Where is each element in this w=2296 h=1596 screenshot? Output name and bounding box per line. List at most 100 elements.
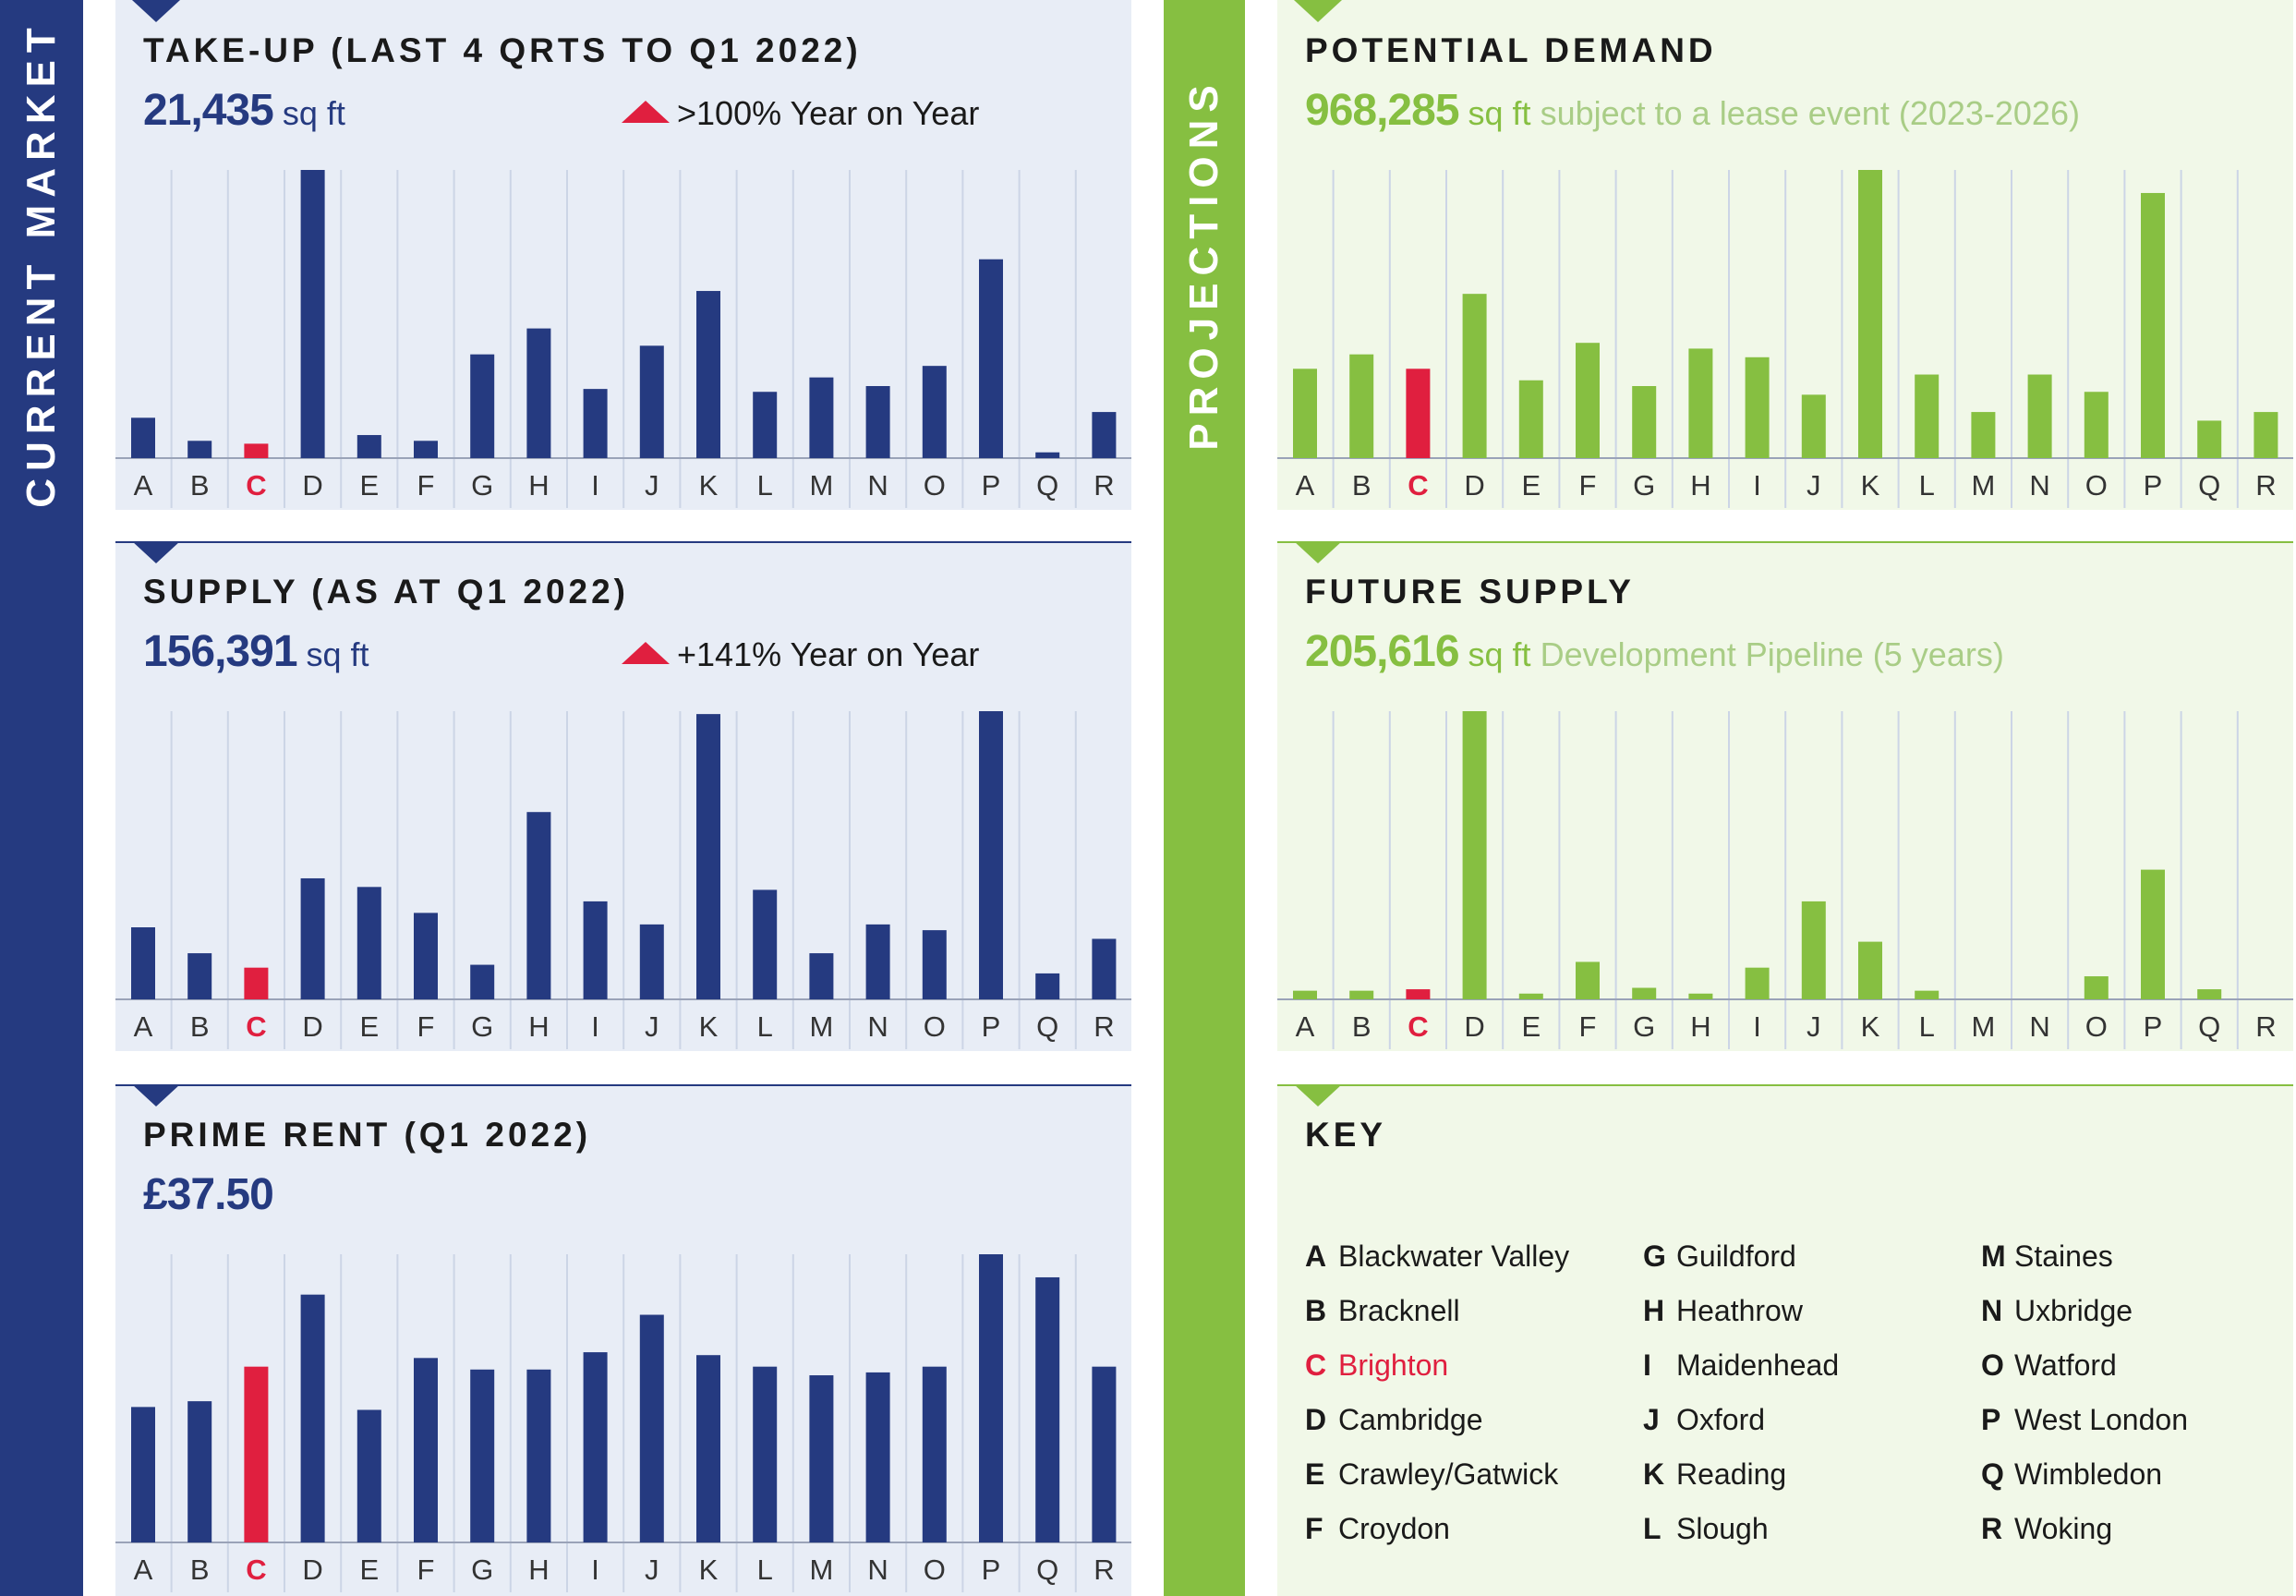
takeup-change-text: >100% Year on Year — [677, 94, 980, 132]
tick-label-e: E — [359, 469, 379, 502]
bar-b — [1349, 354, 1374, 458]
rent-chart: A B C D E F G H I J K L M N O P Q R — [115, 1254, 1131, 1592]
bar-f — [414, 913, 438, 999]
key-name: Watford — [2014, 1348, 2117, 1382]
tick-label-m: M — [809, 1010, 833, 1043]
current-market-band: CURRENT MARKET — [0, 0, 83, 1596]
future-headline: 205,616 sq ft Development Pipeline (5 ye… — [1305, 626, 2004, 677]
key-letter: N — [1981, 1294, 2003, 1327]
tick-label-g: G — [1633, 469, 1655, 502]
tick-label-g: G — [471, 469, 493, 502]
tick-label-b: B — [190, 1554, 210, 1586]
bar-a — [1293, 990, 1317, 999]
key-name: Guildford — [1676, 1239, 1796, 1273]
bar-d — [300, 877, 325, 999]
bar-c — [244, 443, 269, 458]
bar-p — [979, 259, 1003, 458]
tick-label-c: C — [246, 1010, 266, 1043]
tick-label-i: I — [591, 1554, 599, 1586]
key-name: Oxford — [1676, 1403, 1766, 1436]
bar-h — [1688, 348, 1713, 458]
key-name: Reading — [1676, 1457, 1787, 1491]
tick-label-b: B — [190, 469, 210, 502]
bar-a — [131, 927, 155, 999]
future-value: 205,616 — [1305, 627, 1460, 676]
bar-r — [1092, 412, 1117, 458]
key-letter: O — [1981, 1348, 2004, 1382]
bar-q — [1035, 1276, 1060, 1542]
tick-label-p: P — [982, 469, 1001, 502]
supply-headline: 156,391 sq ft — [143, 626, 369, 677]
tick-label-a: A — [1296, 1010, 1315, 1043]
key-item-m: M Staines — [1981, 1239, 2113, 1274]
tick-label-q: Q — [1036, 1010, 1058, 1043]
bar-h — [1688, 993, 1713, 999]
tick-label-m: M — [1971, 1010, 1995, 1043]
tick-label-b: B — [1352, 1010, 1372, 1043]
bar-q — [2197, 420, 2222, 458]
bar-f — [414, 1358, 438, 1542]
tick-label-g: G — [1633, 1010, 1655, 1043]
tick-label-d: D — [1464, 469, 1484, 502]
tick-label-q: Q — [2198, 1010, 2220, 1043]
bar-p — [979, 1254, 1003, 1542]
key-name: Bracknell — [1338, 1294, 1460, 1327]
bar-g — [1632, 386, 1657, 458]
bar-f — [1576, 343, 1600, 458]
tick-label-i: I — [591, 1010, 599, 1043]
bar-d — [1462, 294, 1487, 458]
bar-h — [526, 812, 551, 999]
takeup-panel: TAKE-UP (LAST 4 QRTS TO Q1 2022) 21,435 … — [115, 0, 1131, 510]
tick-label-o: O — [924, 469, 946, 502]
tick-label-a: A — [134, 469, 153, 502]
future-desc: Development Pipeline (5 years) — [1540, 635, 2004, 673]
tick-label-i: I — [1753, 469, 1761, 502]
tick-label-e: E — [1521, 469, 1541, 502]
bar-c — [1406, 989, 1431, 999]
demand-value: 968,285 — [1305, 86, 1460, 135]
future-unit: sq ft — [1468, 635, 1531, 673]
key-letter: H — [1643, 1294, 1665, 1327]
key-item-i: I Maidenhead — [1643, 1348, 1839, 1383]
key-name: Blackwater Valley — [1338, 1239, 1570, 1273]
tick-label-i: I — [1753, 1010, 1761, 1043]
tick-label-l: L — [1919, 1010, 1935, 1043]
projections-label: PROJECTIONS — [1181, 78, 1227, 451]
rent-panel: PRIME RENT (Q1 2022) £37.50 A B C D E F G H I J K L… — [115, 1084, 1131, 1596]
key-item-a: A Blackwater Valley — [1305, 1239, 1569, 1274]
key-name: Staines — [2014, 1239, 2113, 1273]
tick-label-h: H — [528, 1554, 549, 1586]
key-name: Crawley/Gatwick — [1338, 1457, 1559, 1491]
bar-r — [1092, 1366, 1117, 1542]
tick-label-o: O — [2085, 469, 2108, 502]
up-triangle-icon — [622, 101, 670, 124]
key-item-o: O Watford — [1981, 1348, 2117, 1383]
supply-divider — [115, 541, 1131, 543]
key-letter: K — [1643, 1457, 1665, 1491]
takeup-change: >100% Year on Year — [622, 94, 979, 133]
key-letter: D — [1305, 1403, 1327, 1436]
bar-r — [2254, 412, 2278, 458]
tick-label-l: L — [757, 1010, 773, 1043]
key-name: West London — [2014, 1403, 2188, 1436]
tick-label-m: M — [809, 1554, 833, 1586]
rent-divider — [115, 1084, 1131, 1086]
bar-c — [1406, 369, 1431, 458]
bar-k — [1858, 170, 1882, 458]
tick-label-g: G — [471, 1554, 493, 1586]
tick-label-r: R — [2255, 1010, 2276, 1043]
bar-e — [1518, 993, 1543, 999]
bar-i — [1745, 357, 1770, 458]
key-letter: M — [1981, 1239, 2006, 1273]
bar-o — [922, 930, 947, 999]
demand-title: POTENTIAL DEMAND — [1305, 31, 1717, 69]
tick-label-p: P — [982, 1010, 1001, 1043]
key-letter: A — [1305, 1239, 1327, 1273]
key-letter: E — [1305, 1457, 1325, 1491]
tick-label-r: R — [1094, 469, 1114, 502]
tick-label-c: C — [246, 469, 266, 502]
demand-desc: subject to a lease event (2023-2026) — [1540, 94, 2080, 132]
supply-chart: A B C D E F G H I J K L M N O P Q R — [115, 711, 1131, 1049]
tick-label-b: B — [1352, 469, 1372, 502]
bar-d — [300, 1294, 325, 1542]
